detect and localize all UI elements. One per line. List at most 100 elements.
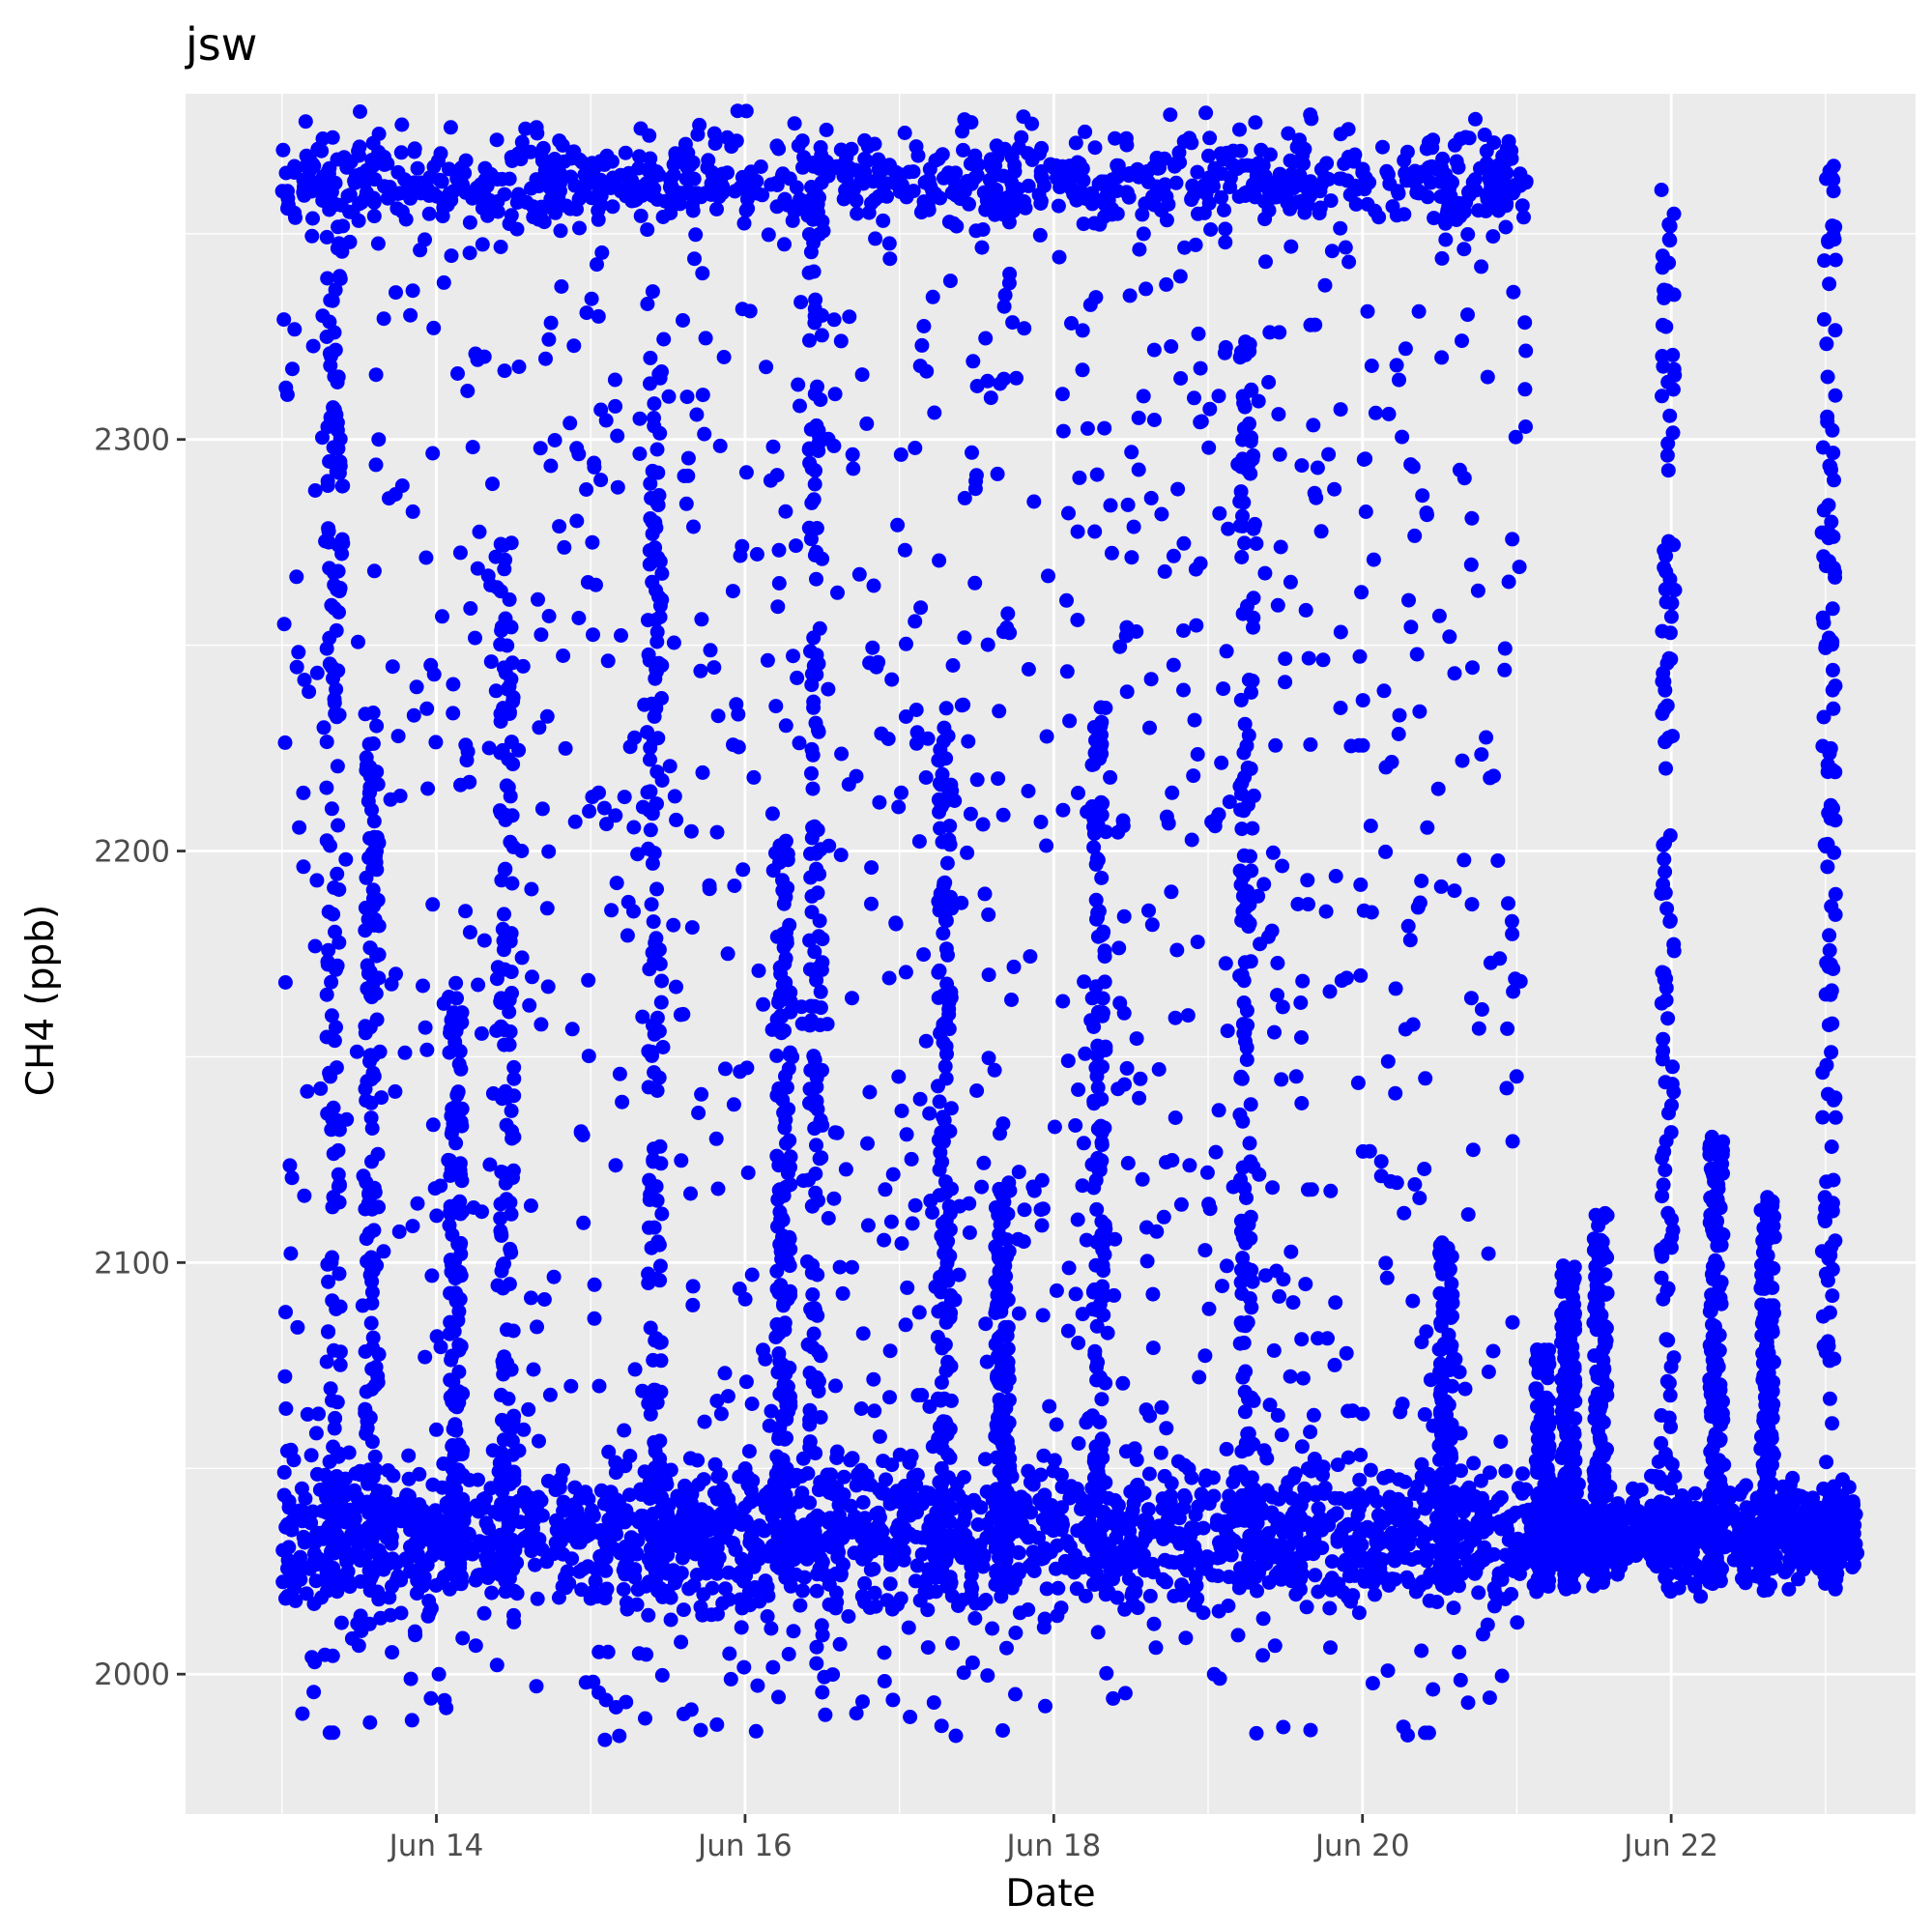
data-point [604,903,620,918]
data-point [332,272,348,286]
data-point [1190,747,1205,762]
data-point [1278,651,1293,667]
data-point [967,148,983,163]
data-point [587,1311,602,1326]
data-point [330,709,344,725]
data-point [862,655,878,671]
data-point [425,1477,441,1492]
data-point [435,609,449,624]
data-point [368,367,384,383]
data-point [329,962,343,977]
data-point [974,240,990,255]
data-point [1148,1640,1164,1656]
data-point [1453,1672,1468,1687]
data-point [516,1422,532,1437]
data-point [718,1581,733,1597]
data-point [1222,1543,1237,1558]
data-point [666,917,681,933]
data-point [1324,1554,1340,1570]
data-point [1466,1456,1482,1471]
data-point [300,1406,315,1422]
data-point [1188,237,1203,252]
data-point [1352,1501,1367,1516]
data-point [1038,1698,1053,1714]
data-point [1272,325,1287,340]
data-point [326,1146,341,1162]
data-point [1033,196,1049,211]
data-point [1517,382,1533,397]
data-point [1267,1638,1283,1654]
data-point [571,611,587,625]
data-point [1283,239,1299,254]
data-point [890,517,906,533]
data-point [904,1151,919,1167]
data-point [305,338,321,354]
data-point [286,1569,302,1584]
data-point [557,539,572,555]
data-point [1360,303,1375,319]
data-point [1118,130,1134,146]
data-point [963,1577,978,1593]
data-point [1123,1509,1139,1523]
data-point [918,1033,934,1049]
data-point [458,153,474,168]
data-point [1501,574,1516,590]
data-point [1131,462,1146,477]
data-point [1846,1526,1861,1542]
data-point [425,1117,441,1133]
data-point [319,1505,334,1520]
data-point [1434,250,1450,266]
data-point [645,188,660,204]
data-point [765,1659,781,1675]
data-point [1103,769,1118,785]
data-point [556,1463,570,1478]
data-point [942,274,958,289]
data-point [955,1593,970,1607]
data-point [692,117,707,132]
data-point [1439,206,1455,221]
data-point [1353,1447,1369,1462]
data-point [591,1378,607,1394]
data-point [1317,277,1333,293]
data-point [1170,1454,1186,1469]
data-point [1249,1725,1264,1741]
data-point [818,1707,833,1722]
data-point [901,1620,916,1635]
data-point [1350,1075,1366,1090]
data-point [1368,203,1383,218]
data-point [903,1477,918,1492]
data-point [1822,1494,1836,1510]
data-point [1279,1516,1293,1532]
data-point [760,1609,775,1624]
data-point [706,1485,722,1501]
data-point [833,848,849,863]
data-point [1402,933,1418,948]
data-point [1281,1475,1296,1490]
data-point [745,1539,761,1553]
data-point [1303,1722,1318,1738]
data-point [525,969,539,985]
data-point [1194,414,1209,429]
data-point [320,1256,335,1272]
data-point [708,1131,724,1146]
data-point [980,1668,995,1684]
data-point [1257,212,1273,227]
data-point [1276,1719,1291,1735]
data-point [1294,1096,1310,1110]
data-point [591,785,606,800]
data-point [1300,873,1315,888]
data-point [398,1551,414,1567]
data-point [1505,1314,1520,1330]
data-point [789,180,804,195]
data-point [827,1125,843,1140]
data-point [590,257,604,273]
data-point [662,759,678,774]
data-point [1201,1301,1217,1316]
data-point [1266,1342,1282,1358]
data-point [1339,1345,1354,1361]
data-point [1163,107,1178,123]
data-point [1124,1588,1139,1603]
data-point [1392,1542,1407,1557]
data-point [1142,720,1157,735]
data-point [1060,1053,1076,1069]
